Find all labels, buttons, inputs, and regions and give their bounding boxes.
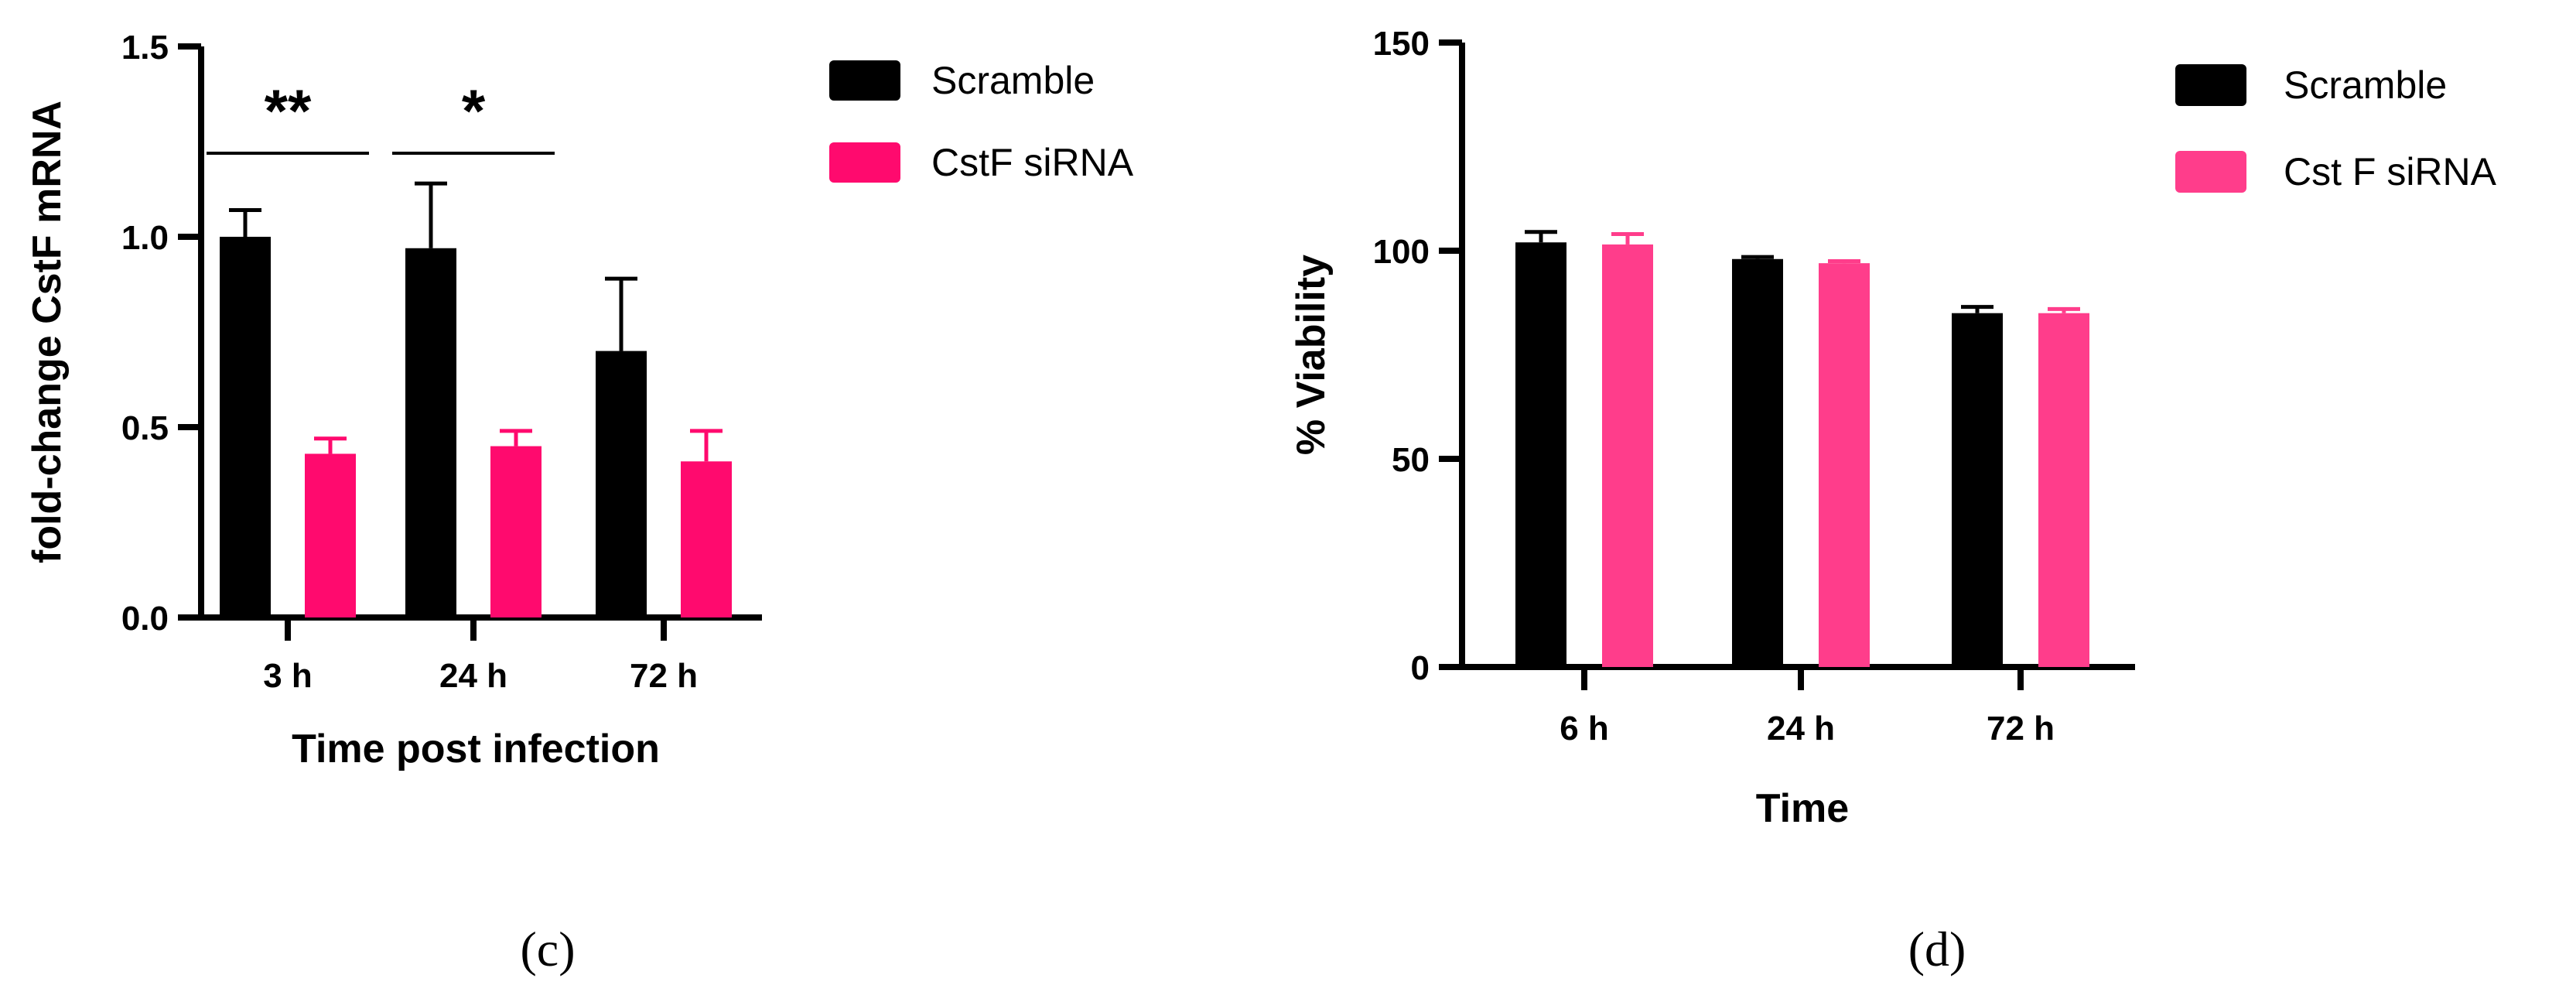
- x-axis-title: Time post infection: [292, 727, 660, 771]
- bar: [1732, 258, 1783, 667]
- y-tick-label: 0.0: [121, 600, 169, 638]
- significance-label: **: [265, 77, 312, 145]
- legend-label: Cst F siRNA: [2284, 150, 2497, 193]
- legend-swatch: [829, 142, 900, 183]
- x-tick-label: 72 h: [1987, 710, 2055, 747]
- panel-label: (d): [1908, 922, 1966, 977]
- y-tick-label: 50: [1392, 441, 1430, 479]
- bar: [596, 351, 647, 617]
- bar: [1952, 313, 2003, 667]
- y-tick-label: 0: [1411, 649, 1430, 687]
- x-axis-title: Time: [1756, 786, 1849, 831]
- y-tick-label: 150: [1373, 25, 1430, 63]
- x-tick-label: 24 h: [439, 657, 507, 695]
- legend-label: Scramble: [2284, 63, 2447, 107]
- significance-label: *: [462, 77, 486, 145]
- x-tick-label: 72 h: [630, 657, 698, 695]
- y-tick-label: 0.5: [121, 409, 169, 447]
- legend-label: Scramble: [931, 59, 1095, 102]
- legend-swatch: [2175, 64, 2246, 106]
- bar: [405, 248, 456, 617]
- y-axis-title: fold-change CstF mRNA: [25, 101, 70, 563]
- y-tick-label: 1.5: [121, 29, 169, 67]
- x-tick-label: 6 h: [1560, 710, 1609, 747]
- x-tick-label: 24 h: [1767, 710, 1835, 747]
- legend-swatch: [2175, 151, 2246, 193]
- bar: [1819, 263, 1870, 667]
- chart-c: 0.00.51.01.53 h 24 h 72 h** *fold-change Cs…: [25, 29, 1134, 977]
- x-tick-label: 3 h: [263, 657, 313, 695]
- bar: [490, 446, 542, 617]
- bar: [1602, 244, 1653, 667]
- legend-label: CstF siRNA: [931, 141, 1134, 184]
- legend-swatch: [829, 60, 900, 101]
- panel-label: (c): [520, 922, 575, 977]
- y-tick-label: 1.0: [121, 219, 169, 257]
- bar: [305, 453, 356, 617]
- bar: [2038, 313, 2089, 667]
- bar: [681, 461, 732, 617]
- bar: [220, 237, 271, 617]
- bar: [1515, 242, 1566, 667]
- chart-d: 0 50 100 150 6 h 24 h 72 h % Viability Time Scram…: [1289, 25, 2497, 977]
- y-tick-label: 100: [1373, 233, 1430, 271]
- y-axis-title: % Viability: [1289, 255, 1334, 455]
